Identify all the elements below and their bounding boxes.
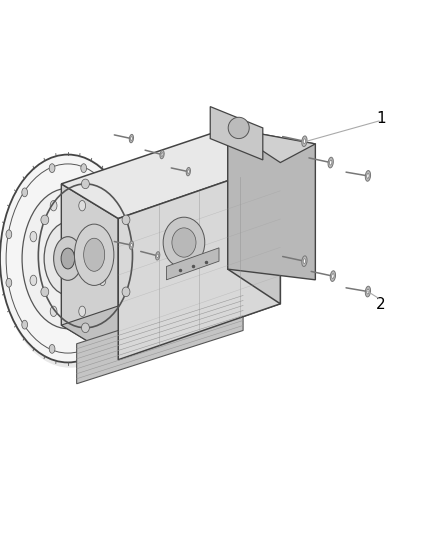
Ellipse shape	[131, 243, 132, 247]
Ellipse shape	[79, 306, 85, 317]
Text: 1: 1	[376, 111, 386, 126]
Ellipse shape	[124, 230, 130, 239]
Ellipse shape	[49, 344, 55, 353]
Ellipse shape	[122, 287, 130, 296]
Ellipse shape	[99, 275, 106, 286]
Ellipse shape	[161, 152, 163, 157]
Ellipse shape	[84, 238, 105, 271]
PathPatch shape	[61, 128, 280, 219]
Ellipse shape	[30, 231, 37, 242]
Ellipse shape	[367, 289, 369, 294]
Ellipse shape	[129, 241, 134, 249]
Ellipse shape	[303, 139, 306, 143]
Ellipse shape	[81, 179, 89, 189]
Ellipse shape	[303, 259, 306, 263]
Ellipse shape	[329, 160, 332, 165]
Ellipse shape	[6, 230, 12, 239]
Ellipse shape	[49, 164, 55, 173]
Ellipse shape	[22, 188, 114, 329]
PathPatch shape	[228, 128, 315, 163]
Ellipse shape	[186, 167, 191, 176]
Ellipse shape	[22, 188, 28, 197]
Ellipse shape	[108, 188, 114, 197]
Ellipse shape	[365, 171, 371, 181]
Ellipse shape	[365, 286, 371, 297]
Text: 2: 2	[376, 297, 386, 312]
Ellipse shape	[160, 150, 164, 159]
Ellipse shape	[0, 155, 140, 368]
PathPatch shape	[228, 128, 280, 304]
Ellipse shape	[50, 200, 57, 211]
Ellipse shape	[330, 271, 336, 281]
Ellipse shape	[61, 248, 74, 269]
Ellipse shape	[129, 134, 134, 143]
PathPatch shape	[61, 184, 118, 360]
Ellipse shape	[302, 256, 307, 266]
Ellipse shape	[0, 155, 136, 362]
Ellipse shape	[367, 173, 369, 179]
Ellipse shape	[302, 136, 307, 147]
Ellipse shape	[81, 164, 87, 173]
PathPatch shape	[210, 107, 263, 160]
Ellipse shape	[81, 344, 87, 353]
Ellipse shape	[22, 320, 28, 329]
Ellipse shape	[332, 274, 334, 278]
PathPatch shape	[228, 128, 315, 280]
Ellipse shape	[131, 136, 132, 141]
Ellipse shape	[41, 287, 49, 296]
PathPatch shape	[77, 290, 243, 384]
Ellipse shape	[163, 217, 205, 268]
PathPatch shape	[118, 163, 280, 360]
Ellipse shape	[50, 306, 57, 317]
Ellipse shape	[155, 252, 160, 260]
Ellipse shape	[157, 254, 159, 258]
Ellipse shape	[172, 228, 196, 257]
Ellipse shape	[187, 169, 189, 174]
Ellipse shape	[228, 117, 249, 139]
Ellipse shape	[41, 215, 49, 225]
Ellipse shape	[81, 323, 89, 333]
PathPatch shape	[166, 248, 219, 280]
Ellipse shape	[30, 275, 37, 286]
Ellipse shape	[124, 278, 130, 287]
Ellipse shape	[79, 200, 85, 211]
Ellipse shape	[53, 237, 82, 280]
PathPatch shape	[61, 269, 280, 360]
Ellipse shape	[6, 278, 12, 287]
Ellipse shape	[74, 224, 114, 286]
Ellipse shape	[122, 215, 130, 225]
Ellipse shape	[99, 231, 106, 242]
Ellipse shape	[108, 320, 114, 329]
Ellipse shape	[44, 222, 92, 295]
Ellipse shape	[328, 157, 333, 168]
